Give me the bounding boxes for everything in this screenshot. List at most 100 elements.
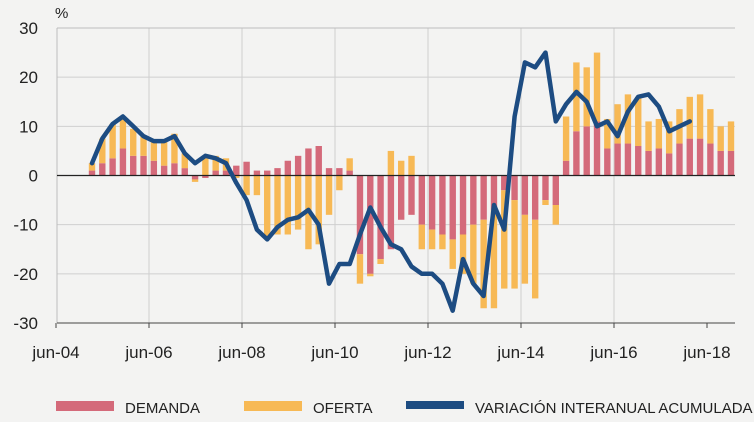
legend-label-oferta: OFERTA [313,400,372,417]
bar-demanda [459,175,467,235]
bar-demanda [428,175,436,230]
bar-demanda [676,143,683,176]
bar-demanda [408,175,415,215]
bar-demanda [367,175,374,274]
bar-demanda [696,138,704,176]
bar-oferta [614,104,621,144]
bar-demanda [171,163,178,176]
bar-demanda [130,155,137,176]
line-series [89,50,693,313]
bar-demanda [305,148,312,176]
bar-demanda [552,175,559,205]
bar-oferta [717,126,724,151]
bar-demanda [645,150,652,176]
bar-demanda [181,168,188,176]
bar-oferta [294,175,302,230]
bar-demanda [480,175,487,220]
bar-demanda [140,155,147,176]
bars [88,52,735,309]
bar-oferta [181,153,188,169]
bar-oferta [140,136,147,156]
bar-demanda [160,165,168,176]
bar-oferta [397,160,405,176]
bar-demanda [707,143,714,176]
bar-demanda [191,175,199,180]
x-tick-label: jun-12 [403,343,451,362]
y-tick-label: 20 [19,68,38,87]
bar-oferta [171,133,178,164]
bar-demanda [614,143,621,176]
bar-demanda [233,165,240,176]
line-variacion [89,50,693,313]
bar-oferta [377,259,384,264]
bar-oferta [408,155,415,176]
bar-oferta [315,175,322,245]
y-tick-label: 10 [19,117,38,136]
bar-demanda [470,175,477,225]
legend-swatch-oferta [244,401,302,411]
bar-oferta [696,94,704,139]
y-tick-label: -30 [13,314,38,333]
bar-demanda [604,148,611,176]
bar-demanda [284,160,292,176]
bar-oferta [387,150,395,176]
bar-oferta [274,175,281,235]
bar-demanda [624,143,632,176]
bar-oferta [593,52,601,122]
bar-oferta [501,190,508,289]
bar-demanda [274,168,281,176]
bar-demanda [655,148,663,176]
bar-demanda [562,160,570,176]
bar-demanda [418,175,426,225]
bar-oferta [511,200,518,289]
y-tick-label: 30 [19,19,38,38]
bar-oferta [150,141,158,161]
bar-oferta [655,118,663,149]
bar-demanda [119,148,127,176]
bar-demanda [531,175,539,220]
bar-oferta [562,116,570,161]
bar-oferta [604,118,611,149]
bar-oferta [233,175,240,178]
bar-demanda [665,153,673,176]
bar-oferta [130,128,137,156]
bar-demanda [490,175,498,210]
bar-demanda [542,175,549,201]
bar-oferta [552,205,559,225]
bar-oferta [531,219,539,299]
bar-oferta [99,138,106,164]
bar-demanda [593,121,601,176]
legend-swatch-variacion [406,401,464,409]
bar-oferta [573,62,580,132]
x-tick-label: jun-10 [310,343,358,362]
bar-oferta [88,163,96,171]
bar-oferta [490,209,498,309]
bar-demanda [346,170,353,176]
bar-oferta [521,214,529,284]
bar-oferta [583,67,590,127]
bar-oferta [109,123,116,159]
y-unit-label: % [55,5,68,22]
x-axis-ticks: jun-04 jun-06 jun-08 jun-10 jun-12 jun-14 jun-… [31,323,731,362]
bar-demanda [356,175,364,255]
bar-demanda [294,155,302,176]
x-tick-label: jun-16 [589,343,637,362]
bar-oferta [418,224,426,250]
x-tick-label: jun-04 [31,343,79,362]
bar-oferta [635,96,642,146]
legend-label-demanda: DEMANDA [125,400,200,417]
bar-demanda [439,175,446,235]
y-tick-label: -10 [13,216,38,235]
bar-oferta [191,179,199,182]
bar-demanda [449,175,456,240]
x-tick-label: jun-18 [682,343,730,362]
bar-oferta [542,200,549,205]
bar-oferta [707,109,714,144]
bar-demanda [573,131,580,176]
x-tick-label: jun-08 [217,343,265,362]
x-tick-label: jun-06 [124,343,172,362]
bar-oferta [367,273,374,277]
bar-demanda [202,175,209,178]
